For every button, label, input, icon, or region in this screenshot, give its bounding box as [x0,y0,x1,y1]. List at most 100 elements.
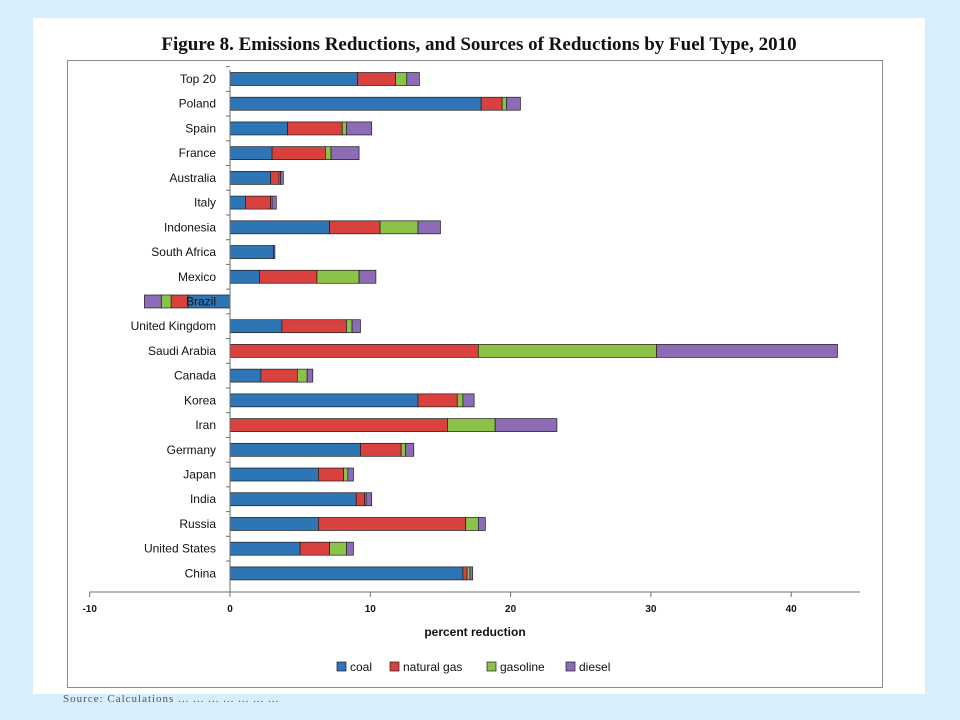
bar-coal-south-africa [229,245,274,259]
bar-gasoline-brazil [160,294,172,309]
legend-label-coal: coal [350,660,372,674]
category-label: Brazil [186,294,216,308]
bar-diesel-saudi-arabia [656,344,838,358]
bar-diesel-iran [494,418,558,432]
category-label: Indonesia [164,220,216,234]
legend-swatch-coal [336,661,347,672]
bar-natural-gas-iran [229,418,448,432]
category-label: Russia [179,517,216,531]
bar-coal-canada [229,368,262,383]
bar-diesel-italy [271,195,277,210]
bar-natural-gas-united-states [299,541,330,556]
bar-diesel-poland [506,96,521,111]
legend-swatch-natural-gas [389,661,400,672]
bar-diesel-indonesia [417,220,441,235]
x-tick-label: 20 [505,604,517,615]
legend-label-gasoline: gasoline [500,660,545,674]
bar-diesel-canada [306,368,314,383]
bar-coal-top-20 [229,72,359,86]
bar-gasoline-france [325,146,332,161]
category-label: China [185,566,217,580]
bar-natural-gas-spain [287,121,343,136]
legend: coal natural gas gasoline diesel [336,660,610,674]
category-label: Canada [174,369,216,383]
figure-title: Figure 8. Emissions Reductions, and Sour… [161,34,797,55]
bar-coal-united-kingdom [229,319,283,334]
bar-gasoline-poland [501,96,507,111]
bar-diesel-spain [346,121,373,136]
x-tick-label: -10 [82,604,97,615]
bar-gasoline-japan [343,467,349,482]
bar-natural-gas-saudi-arabia [229,344,479,358]
category-label: Spain [185,121,216,135]
bars-layer [144,72,838,581]
category-label: South Africa [151,245,216,259]
bar-coal-china [229,566,464,581]
source-note: Source: Calculations ... ... ... ... ...… [63,693,280,705]
bar-coal-indonesia [229,220,330,235]
bar-gasoline-indonesia [379,220,419,235]
bar-natural-gas-indonesia [329,220,381,235]
category-label: Saudi Arabia [148,344,216,358]
category-label: United States [144,542,216,556]
bar-diesel-united-kingdom [351,319,361,334]
bar-coal-italy [229,195,246,210]
bar-natural-gas-united-kingdom [281,319,347,334]
bar-diesel-south-africa [273,245,276,259]
bar-natural-gas-mexico [259,269,318,284]
bar-gasoline-germany [400,442,406,457]
legend-label-diesel: diesel [579,660,610,674]
category-label: Germany [167,443,216,457]
category-label: Mexico [178,270,216,284]
bar-gasoline-united-kingdom [346,319,353,334]
category-label: Poland [179,97,216,111]
bar-gasoline-china [466,566,471,581]
category-labels: Top 20 Poland Spain France Australia Italy Ind… [131,72,217,580]
category-label: India [190,492,216,506]
bar-natural-gas-china [462,566,468,581]
bar-diesel-russia [477,517,486,531]
bar-coal-mexico [229,269,260,284]
legend-swatch-diesel [565,661,576,672]
x-tick-label: 40 [786,604,798,615]
bar-gasoline-united-states [329,541,347,556]
bar-diesel-germany [405,442,415,457]
bar-natural-gas-italy [245,195,272,210]
bar-gasoline-saudi-arabia [477,344,657,358]
x-tick-label: 30 [645,604,657,615]
bar-coal-russia [229,517,319,531]
bar-natural-gas-japan [318,467,344,482]
category-label: Australia [169,171,216,185]
bar-diesel-mexico [358,269,377,284]
x-axis-title: percent reduction [424,625,525,639]
bar-gasoline-korea [456,393,464,408]
bar-natural-gas-russia [318,517,467,531]
category-label: Korea [184,393,216,407]
bar-natural-gas-top-20 [357,72,396,86]
bar-diesel-korea [462,393,475,408]
bar-coal-germany [229,442,361,457]
bar-coal-poland [229,96,482,111]
bar-diesel-china [469,566,474,581]
category-label: United Kingdom [131,319,216,333]
bar-coal-australia [229,171,272,185]
bar-diesel-australia [280,171,284,185]
bar-natural-gas-poland [480,96,503,111]
bar-diesel-top-20 [406,72,420,86]
legend-label-natural-gas: natural gas [403,660,462,674]
bar-coal-spain [229,121,288,136]
category-label: France [179,146,217,160]
x-tick-label: 10 [365,604,377,615]
bar-diesel-japan [347,467,354,482]
bar-coal-india [229,492,357,507]
bar-natural-gas-korea [417,393,458,408]
bar-diesel-united-states [346,541,354,556]
axis-layer: -10 0 10 20 30 40 [82,66,860,615]
bar-coal-korea [229,393,419,408]
category-label: Iran [195,418,216,432]
bar-natural-gas-australia [270,171,280,185]
bar-diesel-india [365,492,373,507]
bar-gasoline-mexico [316,269,360,284]
bar-natural-gas-france [271,146,326,161]
bar-gasoline-top-20 [395,72,408,86]
